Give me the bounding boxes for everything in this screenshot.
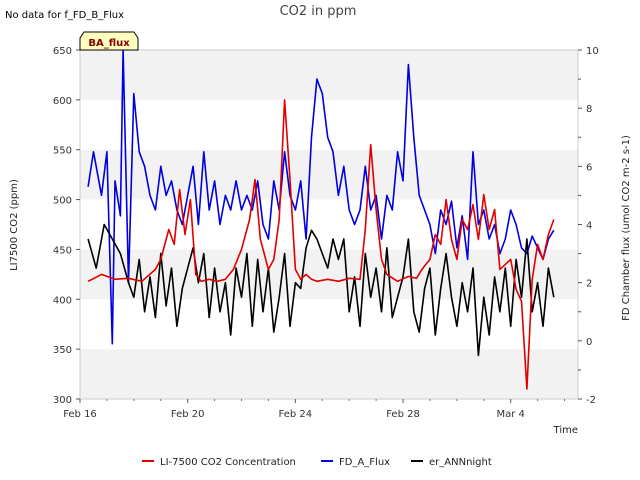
x-tick-label: Feb 28 xyxy=(386,409,420,420)
legend-label: er_ANNnight xyxy=(429,457,492,468)
x-tick-label: Mar 4 xyxy=(496,409,524,420)
right-axis: -2 0 2 4 6 8 10 xyxy=(578,46,599,406)
x-tick-label: Feb 24 xyxy=(279,409,313,420)
series-line-er-annnight xyxy=(87,223,555,357)
y-right-tick-label: 10 xyxy=(586,46,599,57)
x-tick-label: Feb 20 xyxy=(171,409,205,420)
chart-title: CO2 in ppm xyxy=(280,4,357,19)
left-axis: 300 350 400 450 500 550 600 650 xyxy=(53,46,80,406)
no-data-note: No data for f_FD_B_Flux xyxy=(5,10,124,21)
y-right-tick-label: -2 xyxy=(586,395,596,406)
y-left-tick-label: 600 xyxy=(53,96,72,107)
y-left-tick-label: 450 xyxy=(53,245,72,256)
x-axis: Feb 16 Feb 20 Feb 24 Feb 28 Mar 4 xyxy=(63,399,566,420)
y-right-tick-label: 6 xyxy=(586,162,592,173)
badge-label: BA_flux xyxy=(88,38,130,49)
y-right-tick-label: 4 xyxy=(586,221,592,232)
badge-shape xyxy=(79,31,139,51)
y-left-tick-label: 550 xyxy=(53,146,72,157)
y-left-tick-label: 300 xyxy=(53,395,72,406)
y-left-tick-label: 350 xyxy=(53,345,72,356)
legend-label: FD_A_Flux xyxy=(339,457,390,468)
badge: BA_flux xyxy=(79,31,139,51)
legend-label: LI-7500 CO2 Concentration xyxy=(160,457,296,468)
series-layer xyxy=(87,49,555,390)
series-line-li-7500-co2-concentration xyxy=(87,99,555,390)
y-left-tick-label: 650 xyxy=(53,46,72,57)
grid-band xyxy=(80,299,578,350)
y-axis-left-label: LI7500 CO2 (ppm) xyxy=(9,179,20,271)
y-right-tick-label: 0 xyxy=(586,337,592,348)
plot-background-bands xyxy=(80,50,578,399)
legend: LI-7500 CO2 Concentration FD_A_Flux er_ANN… xyxy=(142,457,492,468)
x-tick-label: Feb 16 xyxy=(63,409,97,420)
grid-band xyxy=(80,349,578,399)
grid-band xyxy=(80,50,578,100)
grid-band xyxy=(80,149,578,200)
y-right-tick-label: 8 xyxy=(586,104,592,115)
series-line-fd-a-flux xyxy=(87,49,555,345)
y-left-tick-label: 400 xyxy=(53,295,72,306)
y-left-tick-label: 500 xyxy=(53,196,72,207)
x-axis-label: Time xyxy=(553,425,578,436)
y-right-tick-label: 2 xyxy=(586,279,592,290)
y-axis-right-label: FD Chamber flux (umol CO2 m-2 s-1) xyxy=(621,135,632,321)
